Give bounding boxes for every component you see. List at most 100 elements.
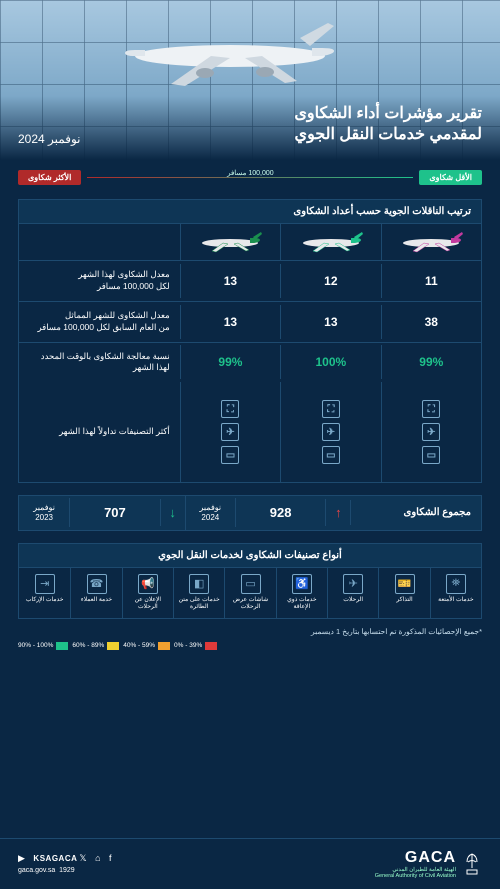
legend-gradient-line: 100,000 مسافر — [87, 177, 413, 179]
metric-label: نسبة معالجة الشكاوى بالوقت المحددلهذا ال… — [19, 343, 180, 383]
metric-value: 13 — [180, 264, 280, 298]
metric-value: 38 — [381, 305, 481, 339]
category-icons-cell: ⛶✈▭ — [180, 382, 280, 482]
website: gaca.gov.sa — [18, 867, 55, 874]
metric-value: 99% — [381, 345, 481, 379]
scale-item: 100% - 90% — [18, 642, 68, 650]
scale-item: 59% - 40% — [123, 642, 170, 650]
category-cell: 🎫 التذاكر — [378, 568, 429, 618]
category-label: خدمات الأمتعة — [433, 597, 479, 605]
category-type-icon: ✈ — [343, 574, 363, 594]
percentage-scale: 39% - 0% 59% - 40% 89% - 60% 100% - 90% — [18, 642, 482, 650]
category-icon: ⛶ — [322, 400, 340, 418]
airlines-row-label — [19, 234, 180, 250]
table-row: 381313معدل الشكاوى للشهر المماثلمن العام… — [19, 302, 481, 343]
totals-bar: مجموع الشكاوى ↑ 928 نوفمبر2024 ↓ 707 نوف… — [18, 495, 482, 530]
legend-mid-label: 100,000 مسافر — [227, 169, 274, 177]
metric-value: 99% — [180, 345, 280, 379]
category-type-icon: 🎫 — [395, 574, 415, 594]
category-label: خدمات على متن الطائرة — [176, 597, 222, 612]
category-icon: ▭ — [422, 446, 440, 464]
scale-item: 89% - 60% — [72, 642, 119, 650]
title-line-2: لمقدمي خدمات النقل الجوي — [294, 124, 482, 146]
metric-value: 13 — [180, 305, 280, 339]
category-label: خدمات الإركاب — [21, 597, 68, 605]
airlines-table: ترتيب الناقلات الجوية حسب أعداد الشكاوى … — [18, 199, 482, 483]
category-icon: ✈ — [322, 423, 340, 441]
category-cell: ⛯ خدمات الأمتعة — [430, 568, 481, 618]
airline-3 — [180, 224, 280, 260]
category-type-icon: ♿ — [292, 574, 312, 594]
report-date: نوفمبر 2024 — [18, 132, 81, 146]
prev-period: نوفمبر2023 — [19, 496, 69, 529]
title-line-1: تقرير مؤشرات أداء الشكاوى — [294, 103, 482, 125]
airlines-row — [19, 224, 481, 261]
category-cell: 📢 الإعلان عن الرحلات — [122, 568, 173, 618]
table-row: 99%100%99%نسبة معالجة الشكاوى بالوقت الم… — [19, 343, 481, 383]
table-row: 111213معدل الشكاوى لهذا الشهرلكل 100,000… — [19, 261, 481, 302]
category-icon: ▭ — [221, 446, 239, 464]
category-icon: ⛶ — [422, 400, 440, 418]
scale-swatch — [56, 642, 68, 650]
top-categories-row: ⛶✈▭⛶✈▭⛶✈▭أكثر التصنيفات تداولاً لهذا الش… — [19, 382, 481, 482]
category-label: التذاكر — [381, 597, 427, 605]
scale-label: 89% - 60% — [72, 642, 104, 649]
least-complaints-badge: الأقل شكاوى — [419, 170, 482, 185]
table-title: ترتيب الناقلات الجوية حسب أعداد الشكاوى — [19, 200, 481, 224]
social-block: KSAGACA 𝕏 ⌂ f ▶ gaca.gov.sa 1929 — [18, 852, 115, 876]
category-label: الرحلات — [330, 597, 376, 605]
category-cell: ▭ شاشات عرض الرحلات — [224, 568, 275, 618]
scale-swatch — [205, 642, 217, 650]
airline-2 — [280, 224, 380, 260]
metric-label: معدل الشكاوى لهذا الشهرلكل 100,000 مسافر — [19, 261, 180, 301]
metric-value: 11 — [381, 264, 481, 298]
category-type-icon: ⛯ — [446, 574, 466, 594]
scale-swatch — [107, 642, 119, 650]
metric-value: 13 — [280, 305, 380, 339]
category-cell: ◧ خدمات على متن الطائرة — [173, 568, 224, 618]
palm-icon — [462, 852, 482, 876]
category-cell: ⇥ خدمات الإركاب — [19, 568, 70, 618]
footer: GACA الهيئة العامة للطيران المدني Genera… — [0, 838, 500, 889]
metric-value: 100% — [280, 345, 380, 379]
current-arrow-icon: ↑ — [325, 499, 350, 526]
category-label: الإعلان عن الرحلات — [125, 597, 171, 612]
category-label: خدمة العملاء — [73, 597, 119, 605]
airline-1 — [381, 224, 481, 260]
categories-box: أنواع تصنيفات الشكاوى لخدمات النقل الجوي… — [18, 543, 482, 619]
category-icons-cell: ⛶ ✈ ▭ — [381, 382, 481, 482]
scale-item: 39% - 0% — [174, 642, 217, 650]
category-icon: ▭ — [322, 446, 340, 464]
categories-title: أنواع تصنيفات الشكاوى لخدمات النقل الجوي — [19, 544, 481, 568]
scale-label: 39% - 0% — [174, 642, 202, 649]
most-complaints-badge: الأكثر شكاوى — [18, 170, 81, 185]
category-cell: ✈ الرحلات — [327, 568, 378, 618]
scale-label: 100% - 90% — [18, 642, 53, 649]
scale-swatch — [158, 642, 170, 650]
current-total-value: 928 — [235, 498, 325, 527]
current-period: نوفمبر2024 — [185, 496, 235, 529]
category-label: شاشات عرض الرحلات — [227, 597, 273, 612]
scale-label: 59% - 40% — [123, 642, 155, 649]
category-icon: ✈ — [422, 423, 440, 441]
footnote: *جميع الإحصائيات المذكورة تم احتسابها بت… — [18, 627, 482, 636]
category-label: خدمات ذوي الإعاقة — [279, 597, 325, 612]
social-handle: KSAGACA — [33, 854, 77, 863]
brand-en: General Authority of Civil Aviation — [375, 873, 456, 879]
category-type-icon: 📢 — [138, 574, 158, 594]
hero-banner: تقرير مؤشرات أداء الشكاوى لمقدمي خدمات ا… — [0, 0, 500, 160]
prev-arrow-icon: ↓ — [160, 499, 185, 526]
phone: 1929 — [59, 867, 75, 874]
category-type-icon: ☎ — [87, 574, 107, 594]
category-cell: ♿ خدمات ذوي الإعاقة — [276, 568, 327, 618]
categories-row: ⛯ خدمات الأمتعة 🎫 التذاكر ✈ الرحلات ♿ خدمات ذوي… — [19, 568, 481, 618]
category-type-icon: ◧ — [189, 574, 209, 594]
category-type-icon: ⇥ — [35, 574, 55, 594]
metric-value: 12 — [280, 264, 380, 298]
metric-label: معدل الشكاوى للشهر المماثلمن العام الساب… — [19, 302, 180, 342]
category-cell: ☎ خدمة العملاء — [70, 568, 121, 618]
prev-total-value: 707 — [69, 498, 159, 527]
airplane-illustration — [100, 18, 350, 98]
category-type-icon: ▭ — [241, 574, 261, 594]
report-title: تقرير مؤشرات أداء الشكاوى لمقدمي خدمات ا… — [294, 103, 482, 146]
